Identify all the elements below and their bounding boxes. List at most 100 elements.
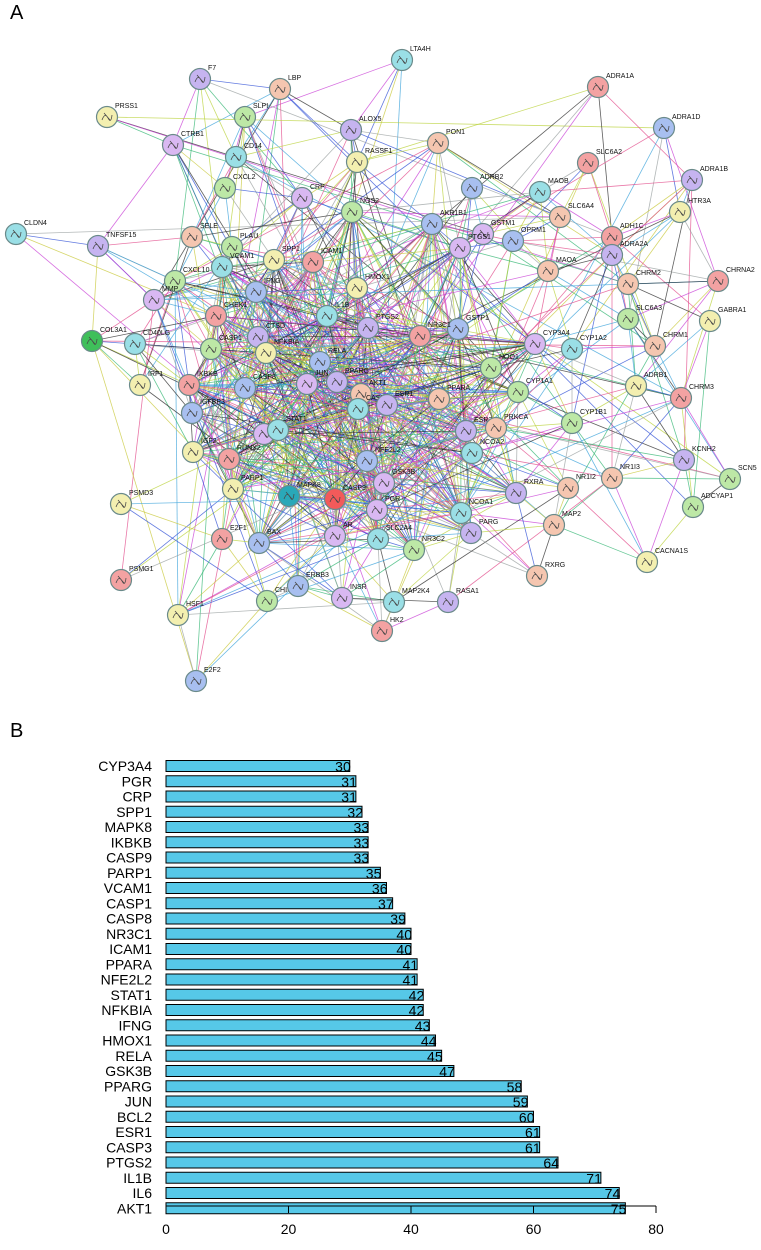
network-node-label: ADRB2 [480,174,503,181]
network-edge [460,348,573,514]
network-edge [482,216,561,235]
network-node: VCAM1 [210,253,254,279]
network-edge [228,458,290,497]
network-edge [188,352,267,386]
network-edge [244,343,536,389]
network-edge [431,142,439,225]
network-edge [334,492,517,537]
network-edge [153,259,275,301]
network-edge [91,315,217,342]
protein-structure-icon [592,82,604,91]
value-label: 33 [354,820,370,836]
network-edge [15,233,99,247]
network-node: F7 [188,65,216,91]
category-label: AKT1 [117,1200,152,1216]
protein-structure-icon [622,279,634,288]
bar [165,1019,430,1032]
protein-structure-icon [92,241,104,250]
network-edge [334,535,395,603]
category-label: IKBKB [111,834,152,850]
protein-structure-icon [115,499,127,508]
protein-structure-icon [329,531,341,540]
network-node-label: AR [343,522,353,529]
network-node-label: MAP2 [562,511,581,518]
network-node: ADRA2A [600,241,648,267]
network-edge [438,391,519,400]
network-edge [188,335,421,386]
network-edge [437,142,613,256]
network-node: AR [323,522,353,548]
protein-structure-icon [210,311,222,320]
network-edge [266,254,613,602]
network-node-label: CTSD [266,323,285,330]
network-node-label: SELE [200,223,218,230]
category-label: JUN [125,1094,152,1110]
network-node-label: PARG [479,519,498,526]
network-edge [306,383,517,494]
protein-structure-icon [296,193,308,202]
network-edge [611,397,682,479]
network-edge [258,482,385,544]
network-node: CLDN4 [4,220,47,246]
network-edge [571,236,613,424]
network-node: NQO1 [479,354,519,380]
network-edge [177,601,395,616]
network-node-label: HMOX1 [365,274,390,281]
protein-structure-icon [169,276,181,285]
bar [165,1049,443,1062]
network-edge [611,385,637,479]
network-edge [15,216,561,235]
network-node: CASP9 [323,485,366,511]
network-edge [224,187,275,261]
bar [165,805,363,818]
network-edge [235,129,352,158]
network-edge [547,270,573,350]
network-node: CACNA1S [635,548,688,574]
network-edge [437,142,461,249]
network-node: CASP8 [233,374,276,400]
network-node: GSTM1 [471,220,515,246]
network-node: CD14 [224,143,262,169]
network-edge [153,266,223,301]
protein-structure-icon [512,387,524,396]
network-edge [191,116,246,238]
protein-structure-icon [223,454,235,463]
network-node: ICAM1 [301,248,343,274]
value-label: 74 [605,1186,621,1202]
network-edge [553,524,648,563]
network-edge [431,223,459,330]
network-edge [228,391,519,460]
network-edge [258,433,265,544]
network-edge [265,352,492,369]
network-edge [680,320,711,399]
network-edge [288,495,299,587]
protein-structure-icon [490,423,502,432]
network-edge [350,59,403,131]
network-node-label: CTRB1 [181,131,204,138]
network-edge [534,318,629,345]
network-node: CTRB1 [161,131,204,157]
category-label: CRP [122,789,152,805]
protein-structure-icon [455,508,467,517]
protein-structure-icon [630,381,642,390]
network-node: CHI [255,587,287,613]
network-edge [356,287,421,337]
network-edge [191,211,353,238]
bar [165,1110,534,1123]
network-node-label: NFE2L2 [375,447,401,454]
protein-structure-icon [378,478,390,487]
network-edge [457,270,549,330]
network-node-label: NCOA1 [469,499,493,506]
network-edge [680,397,731,480]
network-node-label: SPP1 [282,246,300,253]
network-edge [376,59,403,511]
network-edge [273,223,433,261]
network-node-label: PPARG [345,368,369,375]
network-node: RASA1 [436,588,479,614]
network-node: RUNX2 [217,445,261,471]
value-label: 41 [403,957,419,973]
protein-structure-icon [622,314,634,323]
network-edge [356,223,433,289]
network-edge [174,280,179,616]
network-edge [334,535,383,632]
